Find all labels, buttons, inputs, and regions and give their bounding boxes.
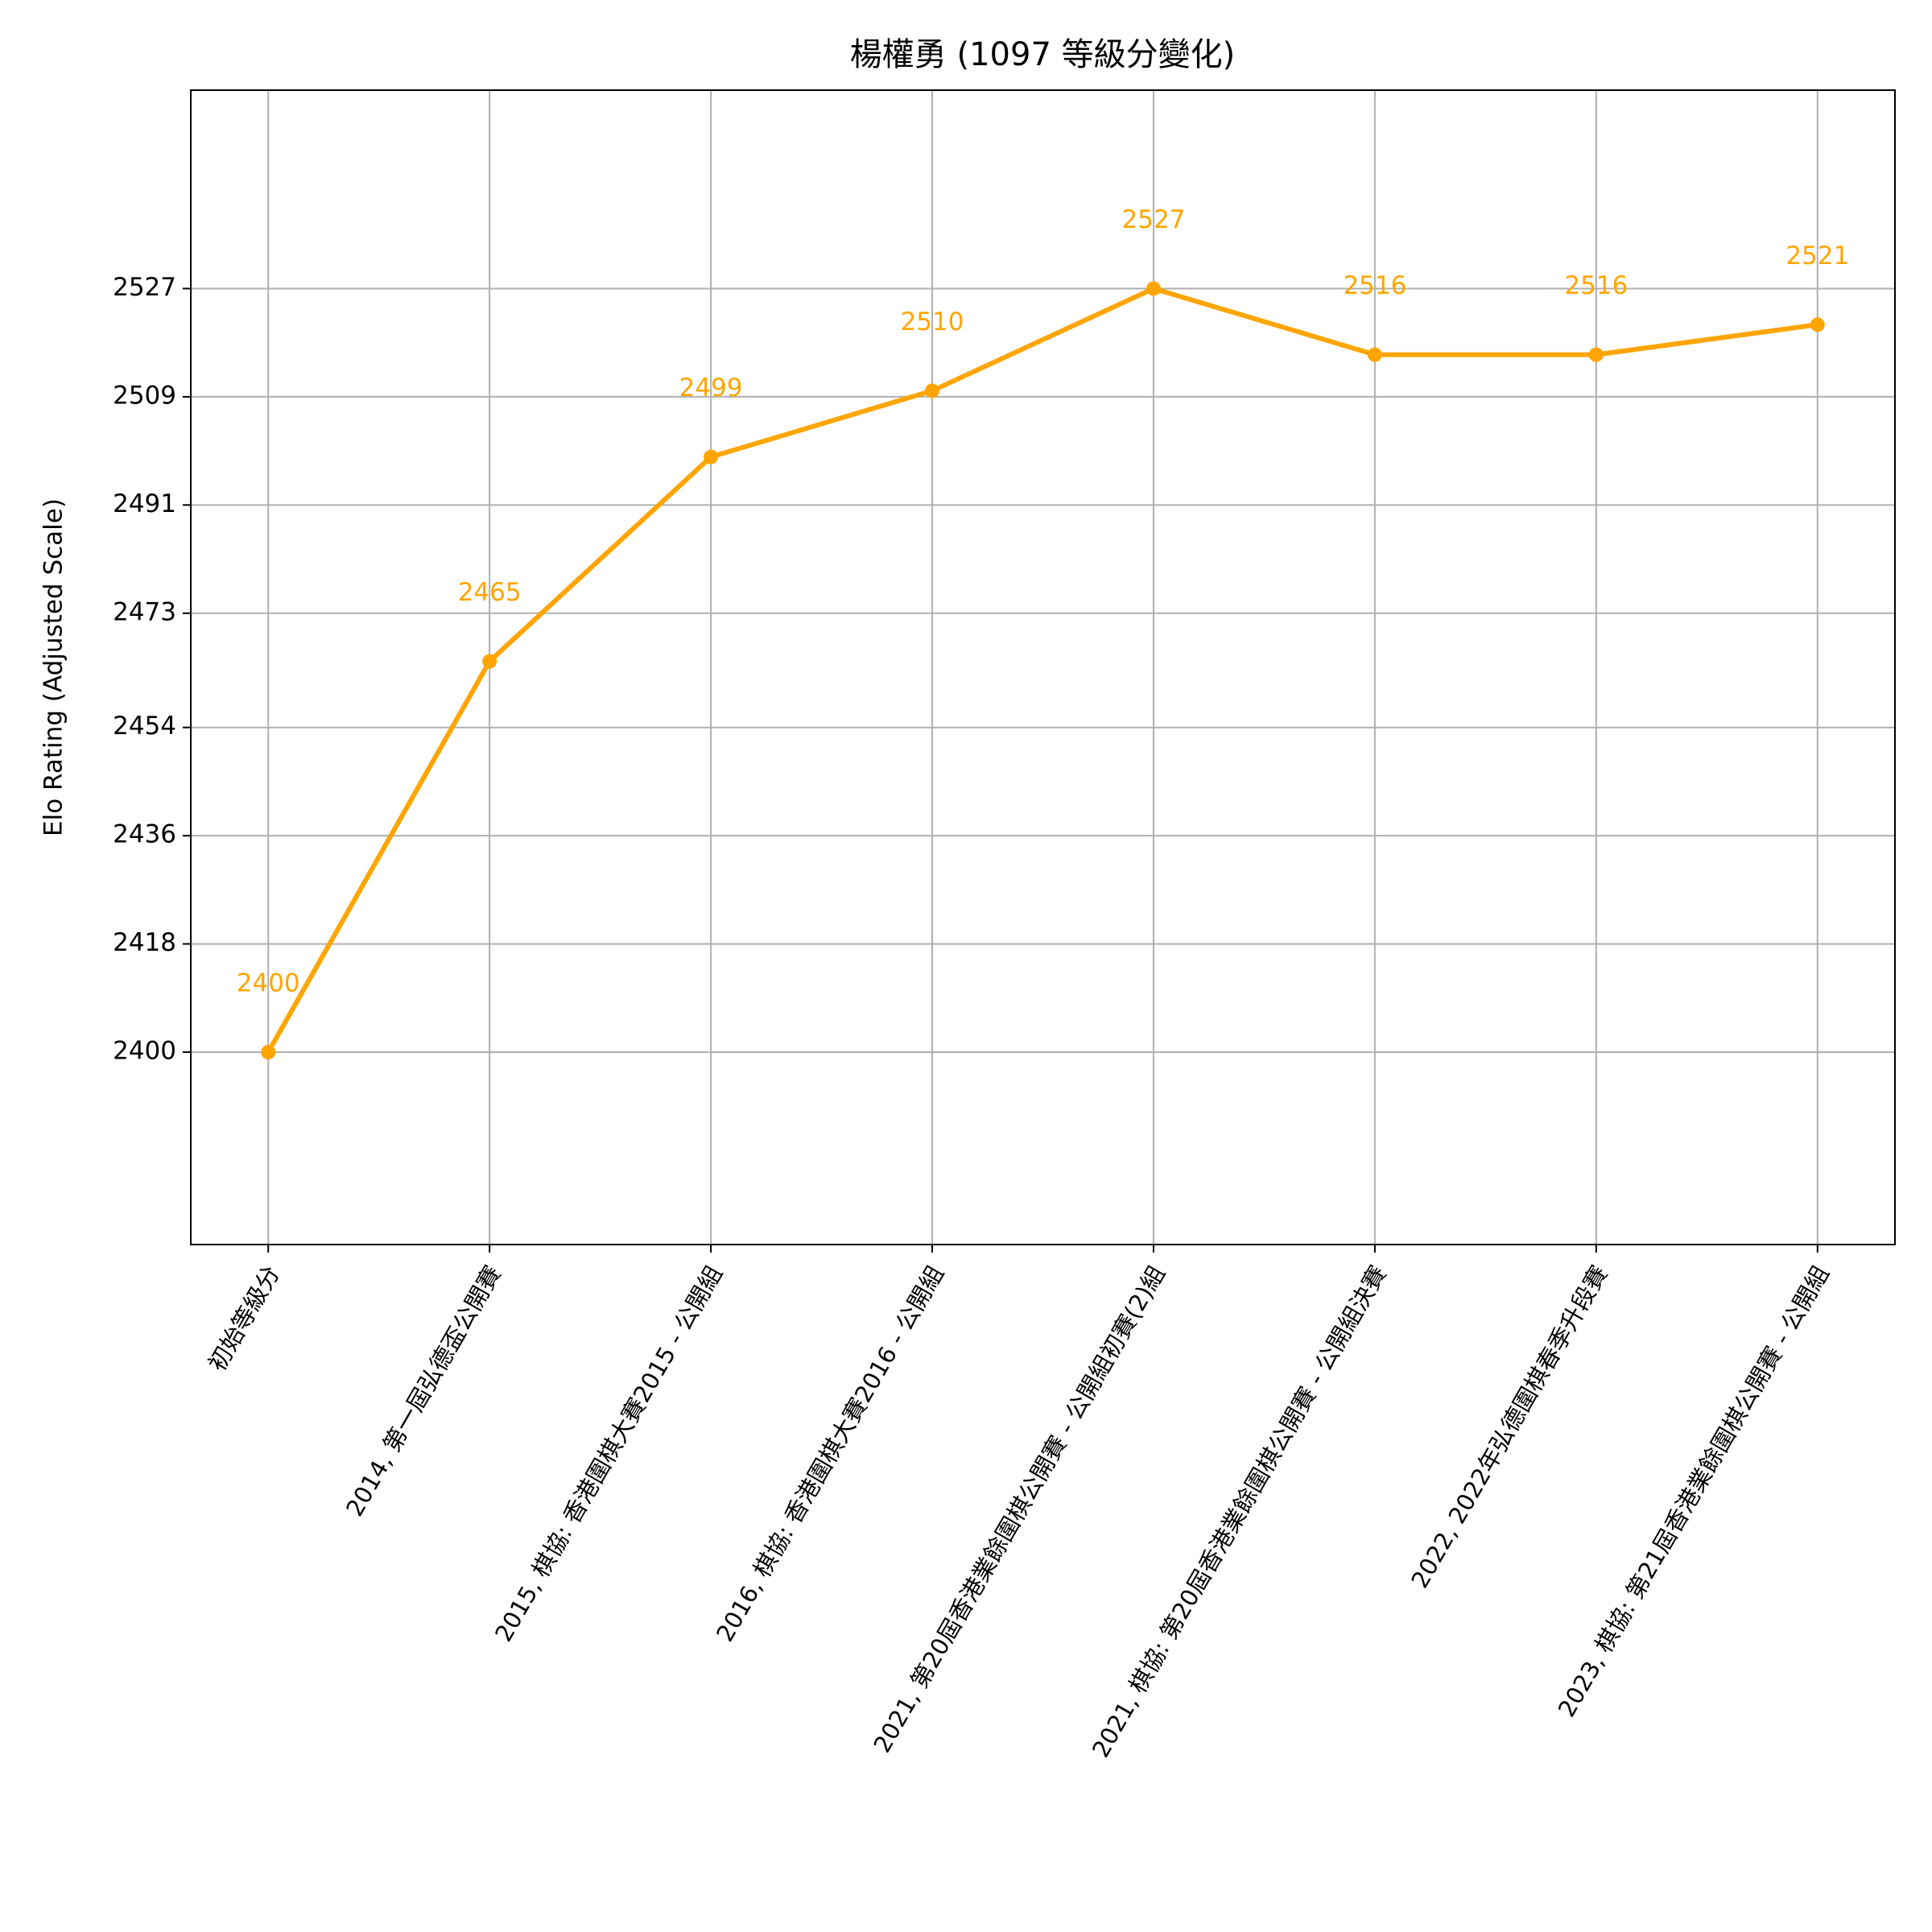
y-tick-label: 2527 <box>113 273 176 302</box>
y-tick-label: 2509 <box>113 381 176 410</box>
y-tick-label: 2473 <box>113 597 176 626</box>
chart-title: 楊權勇 (1097 等級分變化) <box>850 36 1235 73</box>
data-point <box>1588 347 1604 362</box>
data-point <box>925 383 940 398</box>
series-line <box>266 286 1818 1054</box>
data-label: 2400 <box>237 969 300 998</box>
data-point <box>482 654 497 669</box>
data-label: 2527 <box>1122 205 1186 234</box>
plot-frame <box>190 89 1896 1245</box>
data-label: 2510 <box>901 308 964 336</box>
data-point <box>1810 317 1825 332</box>
y-tick-label: 2491 <box>113 489 176 518</box>
data-point <box>261 1045 276 1059</box>
y-tick-label: 2436 <box>113 820 176 849</box>
data-point <box>1367 347 1382 362</box>
data-label: 2499 <box>679 374 743 402</box>
data-point <box>704 449 719 464</box>
data-label: 2516 <box>1564 271 1628 300</box>
y-tick-label: 2418 <box>113 928 176 957</box>
data-label: 2521 <box>1785 242 1849 270</box>
marks <box>261 281 1825 1059</box>
y-tick-label: 2454 <box>113 712 176 741</box>
grid <box>191 90 1895 1245</box>
data-label: 2516 <box>1343 271 1406 300</box>
y-axis-label: Elo Rating (Adjusted Scale) <box>39 498 68 836</box>
data-label: 2465 <box>458 578 522 607</box>
y-tick-label: 2400 <box>113 1037 176 1066</box>
data-point <box>1146 281 1161 296</box>
